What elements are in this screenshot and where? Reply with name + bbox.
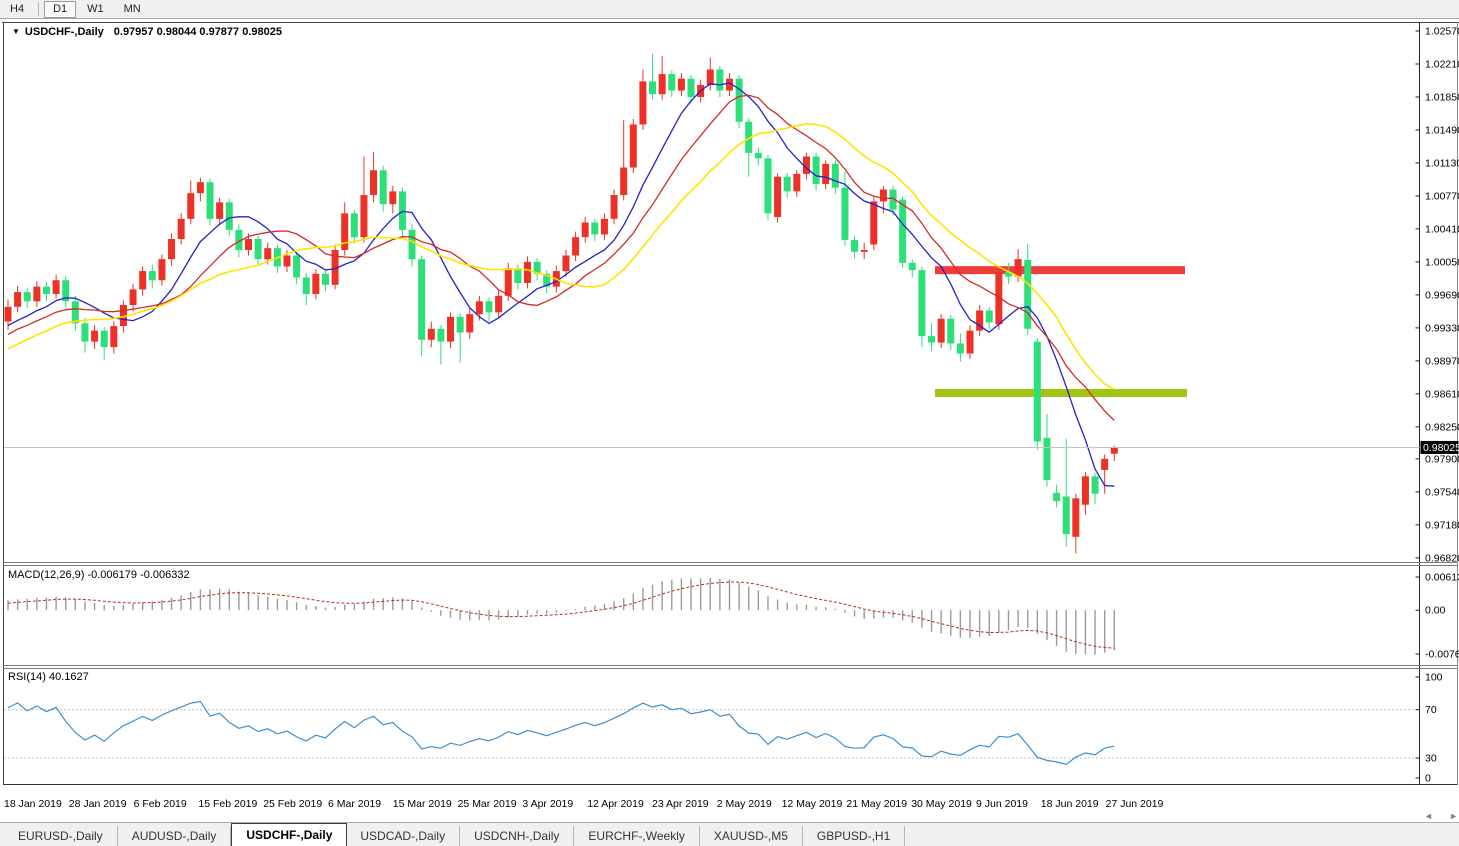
svg-text:1.00410: 1.00410 (1425, 223, 1459, 235)
svg-text:27 Jun 2019: 27 Jun 2019 (1106, 798, 1164, 810)
svg-text:15 Feb 2019: 15 Feb 2019 (198, 798, 257, 810)
symbol-dropdown-icon[interactable]: ▼ (12, 27, 20, 36)
chart-tab-xauusd[interactable]: XAUUSD-,M5 (700, 826, 803, 846)
svg-text:15 Mar 2019: 15 Mar 2019 (393, 798, 452, 810)
chart-tab-usdcad[interactable]: USDCAD-,Daily (346, 826, 461, 846)
support-line (935, 388, 1187, 397)
svg-text:12 Apr 2019: 12 Apr 2019 (587, 798, 644, 810)
chart-tab-audusd[interactable]: AUDUSD-,Daily (118, 826, 232, 846)
macd-panel-layer (7, 577, 1116, 655)
scroll-right-icon[interactable]: ► (1449, 811, 1458, 821)
timeframe-button-w1[interactable]: W1 (87, 2, 104, 15)
svg-text:21 May 2019: 21 May 2019 (846, 798, 907, 810)
svg-text:-0.0076121: -0.0076121 (1425, 648, 1459, 660)
svg-text:23 Apr 2019: 23 Apr 2019 (652, 798, 709, 810)
svg-text:0.98025: 0.98025 (1423, 442, 1459, 454)
timeframe-button-mn[interactable]: MN (123, 2, 141, 15)
svg-text:1.00770: 1.00770 (1425, 190, 1459, 202)
support-resistance-layer[interactable] (935, 266, 1187, 397)
svg-text:30 May 2019: 30 May 2019 (911, 798, 972, 810)
svg-text:0: 0 (1425, 773, 1431, 785)
chart-tab-eurusd[interactable]: EURUSD-,Daily (4, 826, 118, 846)
svg-text:100: 100 (1425, 672, 1443, 684)
chart-tab-gbpusd[interactable]: GBPUSD-,H1 (803, 826, 906, 846)
svg-text:1.02210: 1.02210 (1425, 58, 1459, 70)
moving-averages-layer (7, 82, 1115, 487)
date-axis-layer: 18 Jan 2019 28 Jan 2019 6 Feb 2019 15 Feb 2… (4, 798, 1164, 810)
chart-title: ▼ USDCHF-,Daily 0.97957 0.98044 0.97877 0.… (12, 26, 282, 38)
toolbar-divider (38, 2, 40, 16)
timeframe-button-d1[interactable]: D1 (44, 0, 77, 18)
price-axis-layer: 1.02570 1.02210 1.01850 1.01490 1.01130 1.007… (1415, 26, 1459, 785)
svg-text:18 Jan 2019: 18 Jan 2019 (4, 798, 62, 810)
svg-text:18 Jun 2019: 18 Jun 2019 (1041, 798, 1099, 810)
rsi-indicator-label: RSI(14) 40.1627 (8, 671, 89, 683)
svg-text:3 Apr 2019: 3 Apr 2019 (522, 798, 573, 810)
svg-text:1.02570: 1.02570 (1425, 26, 1459, 38)
svg-text:1.01850: 1.01850 (1425, 91, 1459, 103)
chart-title-ohlc: 0.97957 0.98044 0.97877 0.98025 (113, 26, 282, 38)
svg-text:1.01130: 1.01130 (1425, 157, 1459, 169)
chart-tabbar: EURUSD-,Daily AUDUSD-,Daily USDCHF-,Dail… (0, 822, 1459, 846)
chart-tab-eurchf[interactable]: EURCHF-,Weekly (574, 826, 700, 846)
resistance-line (935, 266, 1185, 275)
chart-tab-usdcnh[interactable]: USDCNH-,Daily (460, 826, 575, 846)
svg-text:2 May 2019: 2 May 2019 (717, 798, 772, 810)
macd-indicator-label: MACD(12,26,9) -0.006179 -0.006332 (8, 569, 190, 581)
svg-text:1.01490: 1.01490 (1425, 124, 1459, 136)
rsi-panel-layer (4, 700, 1420, 765)
svg-text:25 Feb 2019: 25 Feb 2019 (263, 798, 322, 810)
svg-text:25 Mar 2019: 25 Mar 2019 (458, 798, 517, 810)
svg-text:28 Jan 2019: 28 Jan 2019 (69, 798, 127, 810)
timeframe-toolbar: H4 D1 W1 MN (0, 0, 1459, 19)
svg-text:0.00: 0.00 (1425, 605, 1446, 617)
svg-text:9 Jun 2019: 9 Jun 2019 (976, 798, 1028, 810)
chart-borders-layer (2, 22, 1459, 785)
horizontal-scrollbar: ◄ ► (1424, 811, 1458, 821)
scroll-left-icon[interactable]: ◄ (1424, 811, 1433, 821)
chart-tab-usdchf[interactable]: USDCHF-,Daily (231, 823, 348, 846)
svg-text:6 Feb 2019: 6 Feb 2019 (134, 798, 187, 810)
current-price-line-layer: 0.98025 (4, 440, 1459, 454)
svg-text:30: 30 (1425, 753, 1437, 765)
chart-canvas[interactable]: 0.98025 1.02570 1.02210 1.01850 1.01490 1.01… (0, 0, 1459, 822)
svg-text:0.00613: 0.00613 (1425, 572, 1459, 584)
svg-text:6 Mar 2019: 6 Mar 2019 (328, 798, 381, 810)
svg-text:70: 70 (1425, 704, 1437, 716)
timeframe-button-h4[interactable]: H4 (10, 2, 25, 15)
svg-text:12 May 2019: 12 May 2019 (782, 798, 843, 810)
chart-title-symbol: USDCHF-,Daily (24, 26, 104, 38)
candlesticks-layer (4, 53, 1118, 554)
